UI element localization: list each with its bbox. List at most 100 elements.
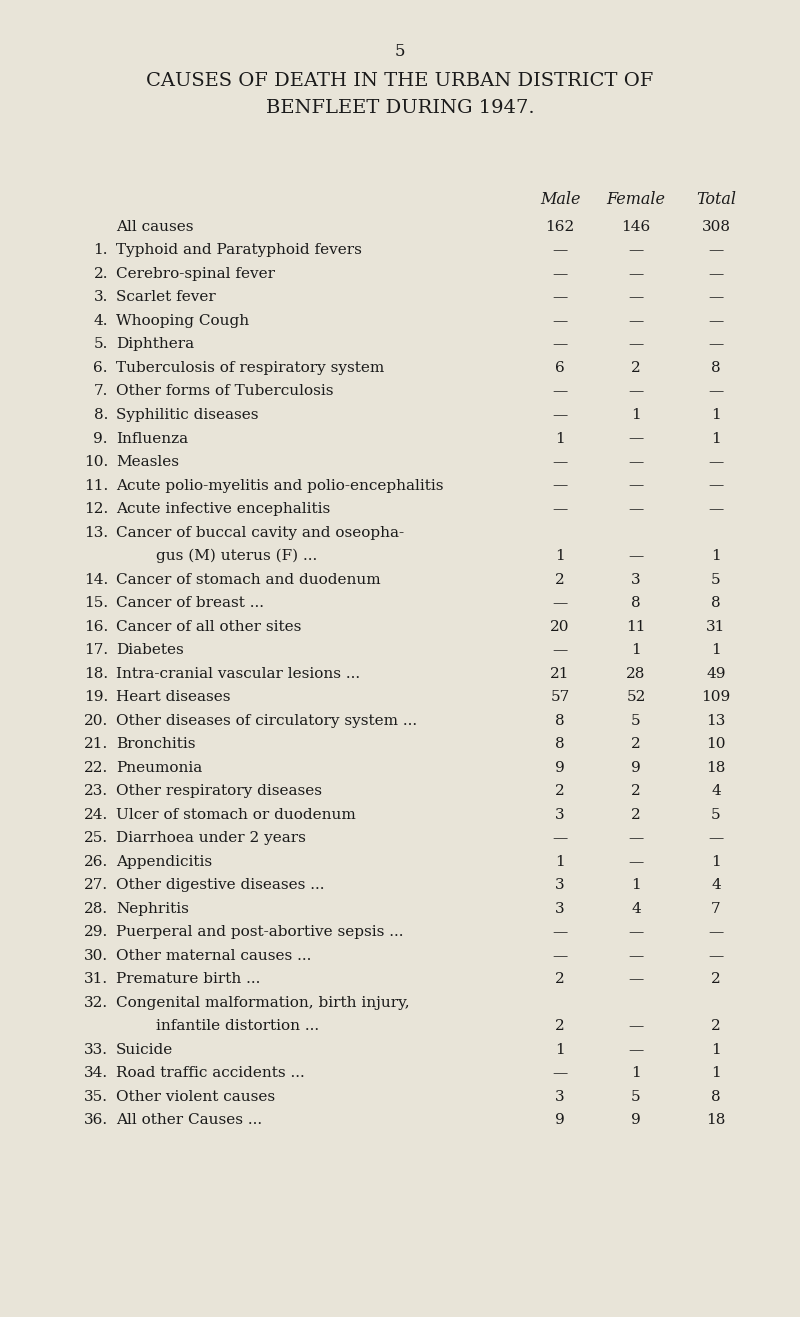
Text: 9: 9 [555, 1113, 565, 1127]
Text: —: — [628, 1043, 644, 1056]
Text: —: — [708, 502, 724, 516]
Text: Total: Total [696, 191, 736, 208]
Text: 1: 1 [631, 408, 641, 421]
Text: Cancer of all other sites: Cancer of all other sites [116, 619, 302, 633]
Text: 13: 13 [706, 714, 726, 727]
Text: 52: 52 [626, 690, 646, 705]
Text: 7: 7 [711, 902, 721, 915]
Text: 10: 10 [706, 738, 726, 751]
Text: —: — [552, 597, 568, 610]
Text: 16.: 16. [84, 619, 108, 633]
Text: 4: 4 [631, 902, 641, 915]
Text: —: — [628, 385, 644, 399]
Text: 8: 8 [711, 361, 721, 375]
Text: Cancer of stomach and duodenum: Cancer of stomach and duodenum [116, 573, 381, 586]
Text: 2: 2 [631, 807, 641, 822]
Text: 1: 1 [711, 549, 721, 564]
Text: 109: 109 [702, 690, 730, 705]
Text: Other digestive diseases ...: Other digestive diseases ... [116, 878, 325, 892]
Text: 21.: 21. [84, 738, 108, 751]
Text: 3: 3 [555, 1089, 565, 1104]
Text: 12.: 12. [84, 502, 108, 516]
Text: CAUSES OF DEATH IN THE URBAN DISTRICT OF: CAUSES OF DEATH IN THE URBAN DISTRICT OF [146, 72, 654, 91]
Text: —: — [552, 948, 568, 963]
Text: 30.: 30. [84, 948, 108, 963]
Text: —: — [628, 948, 644, 963]
Text: Pneumonia: Pneumonia [116, 761, 202, 774]
Text: Nephritis: Nephritis [116, 902, 189, 915]
Text: 19.: 19. [84, 690, 108, 705]
Text: Other respiratory diseases: Other respiratory diseases [116, 784, 322, 798]
Text: 9: 9 [631, 761, 641, 774]
Text: —: — [552, 502, 568, 516]
Text: 13.: 13. [84, 525, 108, 540]
Text: Scarlet fever: Scarlet fever [116, 291, 216, 304]
Text: 8: 8 [711, 1089, 721, 1104]
Text: Congenital malformation, birth injury,: Congenital malformation, birth injury, [116, 996, 410, 1010]
Text: 1: 1 [555, 855, 565, 869]
Text: Road traffic accidents ...: Road traffic accidents ... [116, 1067, 305, 1080]
Text: 1: 1 [711, 643, 721, 657]
Text: —: — [552, 313, 568, 328]
Text: —: — [628, 1019, 644, 1034]
Text: —: — [708, 337, 724, 352]
Text: 2: 2 [631, 361, 641, 375]
Text: 1: 1 [711, 855, 721, 869]
Text: 5: 5 [631, 714, 641, 727]
Text: 18.: 18. [84, 666, 108, 681]
Text: —: — [708, 267, 724, 281]
Text: 9: 9 [555, 761, 565, 774]
Text: —: — [628, 478, 644, 493]
Text: —: — [708, 291, 724, 304]
Text: 20.: 20. [84, 714, 108, 727]
Text: 2: 2 [631, 738, 641, 751]
Text: —: — [552, 267, 568, 281]
Text: —: — [708, 926, 724, 939]
Text: —: — [552, 291, 568, 304]
Text: —: — [708, 478, 724, 493]
Text: Acute infective encephalitis: Acute infective encephalitis [116, 502, 330, 516]
Text: 5: 5 [711, 807, 721, 822]
Text: Other diseases of circulatory system ...: Other diseases of circulatory system ... [116, 714, 417, 727]
Text: 2: 2 [631, 784, 641, 798]
Text: 9: 9 [631, 1113, 641, 1127]
Text: gus (M) uterus (F) ...: gus (M) uterus (F) ... [156, 549, 318, 564]
Text: —: — [552, 408, 568, 421]
Text: Suicide: Suicide [116, 1043, 174, 1056]
Text: —: — [552, 478, 568, 493]
Text: 10.: 10. [84, 456, 108, 469]
Text: 5.: 5. [94, 337, 108, 352]
Text: —: — [552, 337, 568, 352]
Text: —: — [628, 337, 644, 352]
Text: Diphthera: Diphthera [116, 337, 194, 352]
Text: —: — [628, 267, 644, 281]
Text: Typhoid and Paratyphoid fevers: Typhoid and Paratyphoid fevers [116, 244, 362, 257]
Text: 1: 1 [555, 432, 565, 445]
Text: 28.: 28. [84, 902, 108, 915]
Text: 31: 31 [706, 619, 726, 633]
Text: 5: 5 [394, 43, 406, 61]
Text: Other maternal causes ...: Other maternal causes ... [116, 948, 311, 963]
Text: —: — [628, 926, 644, 939]
Text: 32.: 32. [84, 996, 108, 1010]
Text: 17.: 17. [84, 643, 108, 657]
Text: —: — [552, 1067, 568, 1080]
Text: —: — [552, 244, 568, 257]
Text: Cancer of breast ...: Cancer of breast ... [116, 597, 264, 610]
Text: 18: 18 [706, 761, 726, 774]
Text: 3: 3 [631, 573, 641, 586]
Text: 2: 2 [555, 1019, 565, 1034]
Text: Whooping Cough: Whooping Cough [116, 313, 249, 328]
Text: Syphilitic diseases: Syphilitic diseases [116, 408, 258, 421]
Text: Male: Male [540, 191, 580, 208]
Text: —: — [628, 291, 644, 304]
Text: —: — [552, 831, 568, 846]
Text: —: — [628, 831, 644, 846]
Text: Cerebro-spinal fever: Cerebro-spinal fever [116, 267, 275, 281]
Text: 4: 4 [711, 878, 721, 892]
Text: —: — [628, 549, 644, 564]
Text: 5: 5 [711, 573, 721, 586]
Text: 35.: 35. [84, 1089, 108, 1104]
Text: —: — [708, 385, 724, 399]
Text: 8: 8 [555, 714, 565, 727]
